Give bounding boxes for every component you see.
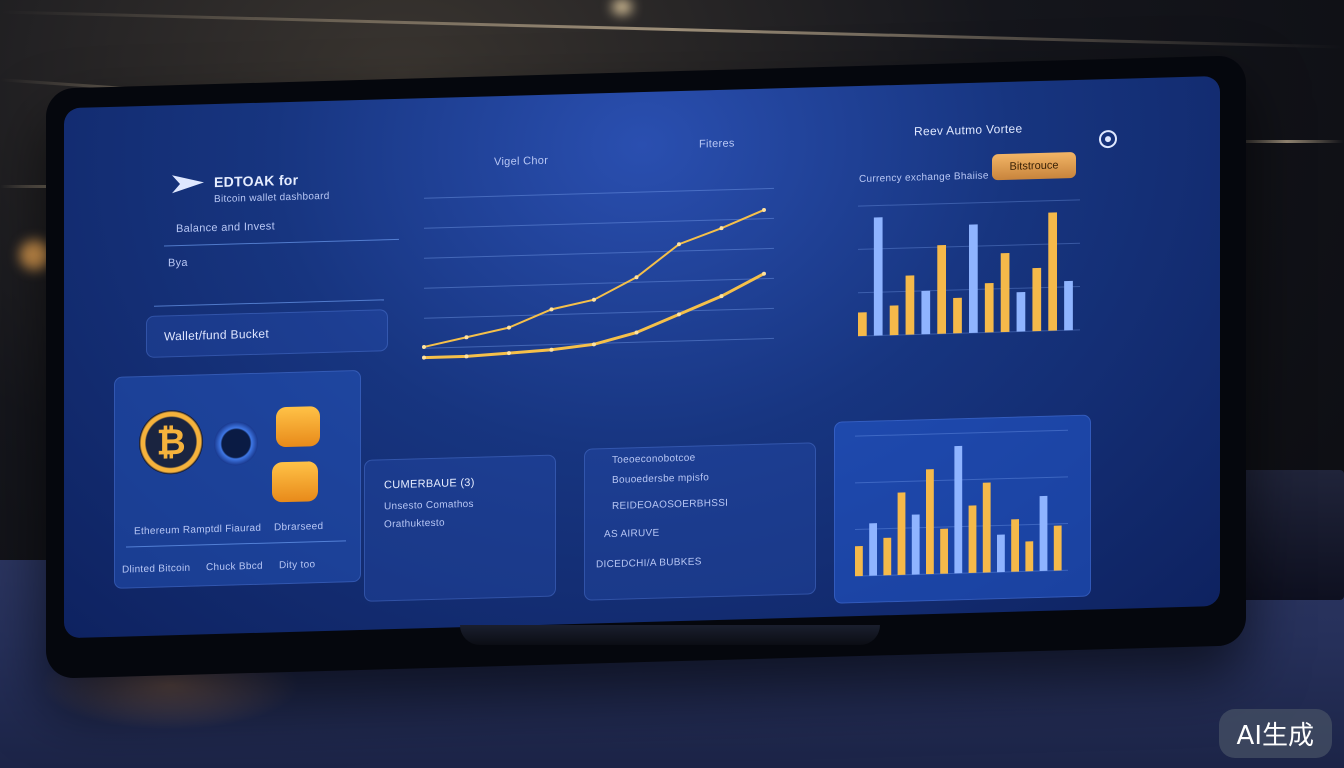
bar — [905, 275, 915, 335]
data-point — [719, 294, 724, 299]
bar — [940, 528, 949, 574]
bar — [1039, 495, 1048, 572]
bar — [968, 505, 977, 573]
data-point — [719, 226, 724, 231]
bar — [1011, 519, 1020, 572]
dashboard-screen: EDTOAK for Bitcoin wallet dashboard Bala… — [64, 75, 1220, 639]
data-point — [762, 207, 766, 212]
data-point — [762, 271, 766, 276]
right-title: Reev Autmo Vortee — [914, 121, 1023, 139]
bar — [954, 445, 963, 574]
grid-line — [858, 199, 1080, 207]
bar — [897, 492, 906, 575]
sidebar-label: Balance and Invest — [176, 220, 275, 236]
data-point — [464, 335, 469, 340]
data-point — [634, 330, 639, 335]
wallet-button-3[interactable]: Dity too — [279, 559, 316, 572]
bar — [858, 312, 867, 337]
data-point — [422, 355, 426, 360]
bar — [883, 537, 892, 576]
series-line — [423, 209, 765, 348]
bar — [1032, 267, 1042, 332]
data-point — [422, 344, 426, 349]
data-point — [507, 325, 511, 330]
data-point — [549, 347, 554, 352]
bar — [1053, 525, 1062, 571]
data-point — [507, 351, 511, 356]
chart-tab-2[interactable]: Fiteres — [699, 137, 735, 151]
grid-line — [424, 217, 774, 229]
bar — [1048, 212, 1058, 331]
grid-line — [424, 307, 774, 319]
stats-panel-line: Orathuktesto — [384, 517, 445, 531]
data-point — [677, 242, 681, 247]
bitcoin-symbol: ₿ — [156, 420, 186, 463]
ai-generated-badge: AI生成 — [1218, 709, 1332, 758]
data-point — [464, 354, 469, 359]
bar — [1000, 253, 1010, 333]
divider — [164, 238, 399, 247]
bar — [926, 469, 934, 575]
wallet-info-right: Dbrarseed — [274, 521, 324, 534]
gold-token-icon[interactable] — [276, 406, 320, 448]
bar — [869, 523, 878, 576]
bar — [855, 545, 863, 577]
wallet-button-2[interactable]: Chuck Bbcd — [206, 560, 263, 574]
gold-token-icon-2[interactable] — [272, 461, 318, 503]
bar — [1025, 541, 1034, 572]
app-subtitle: Bitcoin wallet dashboard — [214, 190, 330, 206]
bar — [937, 244, 947, 334]
ceiling-light-1 — [0, 10, 1344, 49]
grid-line — [855, 429, 1068, 437]
chart-tab[interactable]: Vigel Chor — [494, 154, 549, 169]
wallet-card — [114, 369, 361, 589]
wallet-input-label: Wallet/fund Bucket — [164, 326, 270, 344]
volume-bar-chart — [858, 199, 1080, 337]
data-point — [592, 297, 596, 302]
bar — [1064, 280, 1073, 331]
stats-panel-title: CUMERBAUE (3) — [384, 476, 475, 492]
lamp-glow — [20, 240, 50, 270]
data-point — [677, 312, 681, 317]
bar — [984, 283, 994, 333]
bar — [873, 217, 883, 336]
bar — [1016, 292, 1026, 332]
wallet-button-1[interactable]: Dlinted Bitcoin — [122, 562, 191, 576]
bar — [889, 305, 899, 336]
stats-panel-2 — [584, 442, 816, 601]
bar — [921, 290, 931, 335]
settings-icon[interactable] — [1098, 129, 1118, 150]
app-logo-text: EDTOAK for — [214, 171, 299, 191]
grid-line — [424, 187, 774, 199]
divider — [154, 299, 384, 307]
bar — [953, 297, 962, 334]
sidebar-field-1[interactable]: Bya — [168, 256, 188, 270]
bar — [911, 514, 920, 575]
grid-line — [424, 277, 774, 289]
lamp-glow-2 — [612, 0, 632, 14]
ceiling-light-3 — [1230, 140, 1344, 143]
stats-panel-line: AS AIRUVE — [604, 527, 660, 541]
tablet-stand — [460, 625, 880, 645]
bar — [997, 534, 1005, 573]
data-point — [634, 275, 639, 280]
data-point — [592, 342, 596, 347]
price-line-chart — [422, 187, 774, 360]
grid-line — [424, 247, 774, 259]
growth-bar-chart — [855, 429, 1068, 577]
tablet-device: EDTOAK for Bitcoin wallet dashboard Bala… — [46, 55, 1246, 679]
action-button[interactable]: Bitstrouce — [992, 151, 1076, 181]
logo-icon — [172, 175, 204, 194]
stats-panel-line: Toeoeconobotcoe — [612, 452, 696, 466]
bar — [969, 224, 978, 333]
data-point — [549, 307, 554, 312]
bar — [982, 482, 991, 573]
right-subtitle: Currency exchange Bhaiise — [859, 170, 989, 186]
